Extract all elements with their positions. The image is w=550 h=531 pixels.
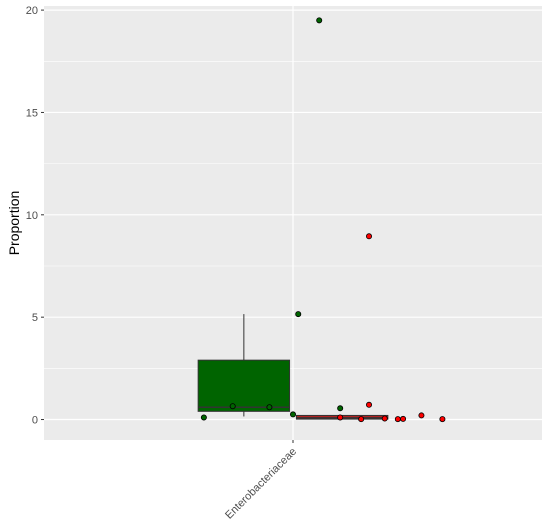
data-point bbox=[337, 414, 344, 421]
y-tick-label: 20 bbox=[26, 5, 38, 17]
x-tick-label: Enterobacteriaceae bbox=[223, 446, 299, 522]
data-point bbox=[366, 233, 373, 240]
y-tick-label: 15 bbox=[26, 107, 38, 119]
data-point bbox=[400, 415, 407, 422]
major-gridlines bbox=[44, 6, 542, 440]
data-point bbox=[418, 412, 425, 419]
data-point bbox=[337, 405, 344, 412]
box-series-0 bbox=[197, 314, 291, 417]
y-axis: 0 5 10 15 20 bbox=[26, 5, 44, 427]
data-points bbox=[200, 17, 446, 423]
data-point bbox=[289, 411, 296, 418]
data-point bbox=[366, 401, 373, 408]
box-body bbox=[197, 359, 291, 412]
y-axis-title: Proportion bbox=[6, 191, 22, 256]
x-axis: Enterobacteriaceae bbox=[223, 440, 299, 522]
data-point bbox=[295, 311, 302, 318]
data-point bbox=[266, 404, 273, 411]
data-point bbox=[200, 414, 207, 421]
data-point bbox=[229, 403, 236, 410]
data-point bbox=[316, 17, 323, 24]
y-tick-label: 10 bbox=[26, 210, 38, 222]
y-tick-label: 5 bbox=[32, 312, 38, 324]
data-point bbox=[358, 416, 365, 423]
y-tick-label: 0 bbox=[32, 415, 38, 427]
data-point bbox=[394, 416, 401, 423]
data-point bbox=[439, 416, 446, 423]
data-point bbox=[381, 415, 388, 422]
